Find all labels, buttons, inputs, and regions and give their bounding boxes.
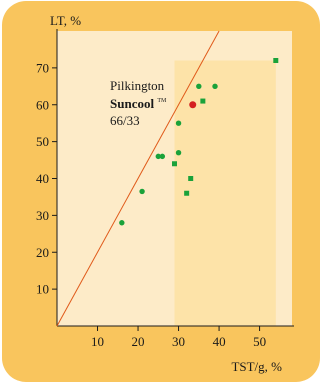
data-point xyxy=(175,149,182,156)
y-tick-label: 70 xyxy=(36,60,49,75)
data-point xyxy=(212,83,218,90)
annotation-line-2: Suncool xyxy=(110,96,154,111)
x-tick-label: 40 xyxy=(213,334,226,349)
x-tick-label: 10 xyxy=(91,334,104,349)
data-point xyxy=(175,120,182,126)
x-tick-label: 50 xyxy=(253,334,266,349)
data-point xyxy=(155,153,161,160)
data-point xyxy=(139,188,145,195)
data-point-square xyxy=(172,161,177,167)
highlight-region xyxy=(174,60,276,326)
y-tick-label: 60 xyxy=(36,97,49,112)
annotation-trademark: TM xyxy=(157,98,167,104)
x-axis-label: TST/g, % xyxy=(231,359,282,374)
annotation-line-3: 66/33 xyxy=(110,113,140,128)
product-annotation: Pilkington Suncool TM 66/33 xyxy=(110,78,170,128)
data-point xyxy=(159,153,166,160)
highlighted-data-point xyxy=(189,101,197,109)
y-axis: 10 20 30 40 50 60 70 xyxy=(36,29,58,326)
y-axis-label: LT, % xyxy=(50,13,81,28)
data-point-square xyxy=(273,58,279,63)
data-point-square xyxy=(184,190,190,196)
chart-card: 10 20 30 40 50 60 70 10 20 30 40 50 LT, % TST/g, %… xyxy=(2,1,320,382)
reference-line xyxy=(56,30,220,327)
x-axis: 10 20 30 40 50 xyxy=(57,325,294,349)
data-point-square xyxy=(200,98,206,104)
data-point xyxy=(196,83,202,90)
y-tick-label: 10 xyxy=(36,282,49,297)
data-points xyxy=(119,58,279,226)
y-tick-label: 40 xyxy=(36,171,49,186)
y-tick-label: 50 xyxy=(36,134,49,149)
y-tick-label: 20 xyxy=(36,245,49,260)
data-point-square xyxy=(188,176,194,181)
scatter-chart: 10 20 30 40 50 60 70 10 20 30 40 50 LT, % TST/g, %… xyxy=(36,13,294,374)
x-tick-label: 30 xyxy=(172,334,185,349)
y-tick-label: 30 xyxy=(36,208,49,223)
annotation-line-1: Pilkington xyxy=(110,78,165,93)
x-tick-label: 20 xyxy=(132,334,145,349)
data-point xyxy=(119,220,125,226)
